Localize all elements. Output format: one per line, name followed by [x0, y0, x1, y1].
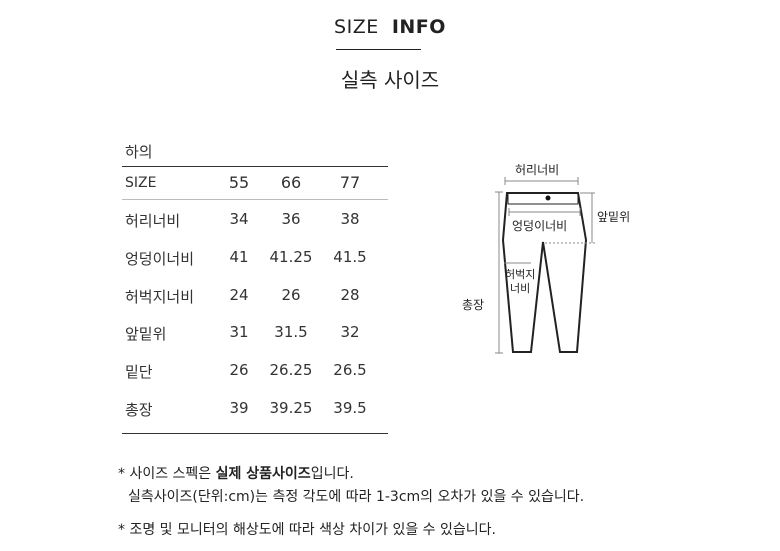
row-label: 앞밑위: [125, 325, 167, 343]
pants-outline: [501, 192, 588, 353]
label-thigh-1: 허벅지: [505, 268, 536, 281]
table-bottom-rule: [122, 433, 388, 434]
row-value: 31: [229, 323, 249, 341]
header-77: 77: [339, 173, 361, 192]
row-value: 39: [229, 399, 249, 417]
header-55: 55: [228, 173, 250, 192]
label-waist: 허리너비: [515, 163, 560, 177]
label-rise: 앞밑위: [597, 210, 631, 224]
row-value: 41.5: [333, 248, 367, 266]
note-2: 실측사이즈(단위:cm)는 측정 각도에 따라 1-3cm의 오차가 있을 수 …: [128, 489, 585, 505]
row-value: 41.25: [269, 248, 313, 266]
header-size: SIZE: [125, 175, 157, 191]
row-label: 밑단: [125, 363, 153, 381]
row-value: 38: [340, 210, 360, 228]
row-value: 28: [340, 286, 360, 304]
row-value: 26: [229, 361, 249, 379]
header-66: 66: [280, 173, 302, 192]
measure-lines: [495, 177, 595, 354]
row-value: 31.5: [274, 323, 308, 341]
button-icon: [545, 195, 551, 201]
row-label: 허리너비: [125, 212, 181, 230]
row-label: 허벅지너비: [125, 288, 195, 306]
title-divider: [336, 49, 421, 50]
row-value: 36: [281, 210, 301, 228]
row-value: 39.5: [333, 399, 367, 417]
section-title: SIZE INFO: [334, 16, 446, 38]
row-value: 26.25: [269, 361, 313, 379]
row-label: 엉덩이너비: [125, 250, 195, 268]
row-value: 32: [340, 323, 360, 341]
row-label: 총장: [125, 401, 153, 419]
table-top-rule: [122, 166, 388, 167]
row-value: 41: [229, 248, 249, 266]
label-hip: 엉덩이너비: [512, 219, 568, 233]
row-value: 24: [229, 286, 249, 304]
table-category: 하의: [125, 143, 153, 161]
row-value: 34: [229, 210, 249, 228]
row-value: 26: [281, 286, 301, 304]
page-subtitle: 실측 사이즈: [340, 68, 440, 92]
note-1: * 사이즈 스펙은 실제 상품사이즈입니다.: [118, 466, 354, 482]
row-value: 26.5: [333, 361, 367, 379]
note-3: * 조명 및 모니터의 해상도에 따라 색상 차이가 있을 수 있습니다.: [118, 522, 496, 538]
label-length: 총장: [462, 298, 485, 312]
row-value: 39.25: [269, 399, 313, 417]
label-thigh-2: 너비: [510, 282, 531, 295]
header-rule: [122, 199, 388, 200]
